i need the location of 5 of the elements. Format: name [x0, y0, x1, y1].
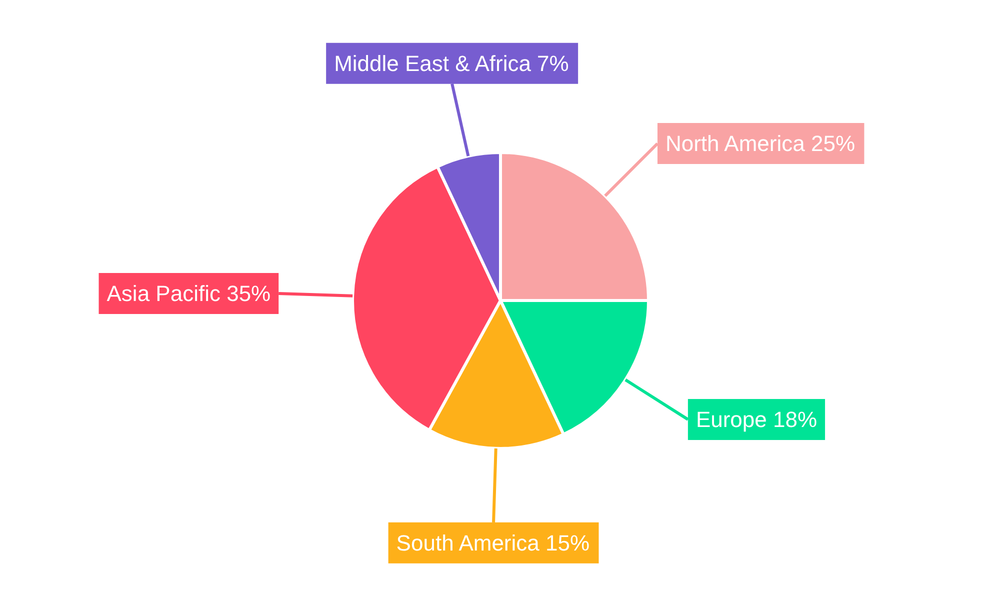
slice-label: Asia Pacific 35%: [106, 281, 271, 306]
slice-label: North America 25%: [665, 131, 856, 156]
slice-label: South America 15%: [396, 530, 590, 556]
slice-label: Europe 18%: [696, 406, 818, 432]
slice-label: Middle East & Africa 7%: [334, 50, 569, 76]
